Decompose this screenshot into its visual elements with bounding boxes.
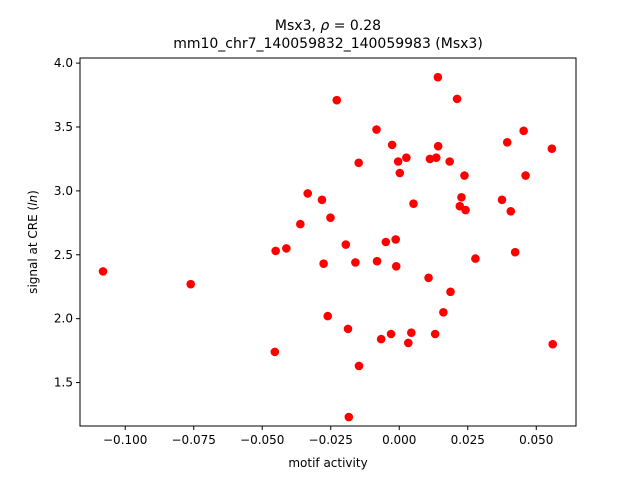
x-tick-label: −0.050 bbox=[240, 433, 284, 447]
data-point bbox=[460, 171, 469, 180]
data-point bbox=[387, 140, 397, 150]
data-point bbox=[547, 144, 557, 154]
data-point bbox=[510, 247, 520, 257]
data-point bbox=[354, 361, 364, 371]
data-point bbox=[271, 246, 280, 256]
data-point bbox=[403, 338, 413, 348]
data-point bbox=[497, 195, 507, 205]
y-axis-label: signal at CRE (ln) bbox=[26, 190, 40, 294]
x-tick-label: 0.050 bbox=[519, 433, 553, 447]
data-point bbox=[296, 219, 305, 229]
data-point bbox=[457, 192, 466, 202]
data-point bbox=[430, 329, 440, 339]
data-point bbox=[502, 138, 512, 147]
data-point bbox=[445, 157, 454, 166]
data-point bbox=[326, 213, 335, 223]
data-point bbox=[433, 141, 443, 151]
data-point bbox=[354, 158, 363, 168]
data-point bbox=[409, 199, 418, 208]
data-point bbox=[393, 157, 403, 166]
data-point bbox=[391, 261, 401, 271]
rho-symbol: ρ bbox=[320, 18, 329, 34]
data-point bbox=[317, 195, 327, 205]
data-point bbox=[471, 254, 480, 263]
x-axis-label: motif activity bbox=[288, 456, 367, 470]
data-point bbox=[372, 125, 381, 134]
data-point bbox=[433, 72, 443, 82]
y-tick-label: 2.0 bbox=[54, 312, 73, 326]
data-point bbox=[461, 205, 470, 215]
data-point bbox=[431, 153, 441, 162]
x-tick-label: 0.000 bbox=[382, 433, 416, 447]
data-point bbox=[303, 189, 313, 198]
data-point bbox=[386, 329, 396, 339]
x-tick-label: −0.100 bbox=[103, 433, 147, 447]
data-point bbox=[323, 311, 333, 321]
data-point bbox=[344, 412, 354, 422]
data-point bbox=[282, 244, 291, 253]
data-point bbox=[446, 287, 455, 297]
data-point bbox=[186, 279, 196, 289]
data-point bbox=[351, 258, 360, 267]
y-tick-label: 2.5 bbox=[54, 248, 73, 262]
chart-subtitle: mm10_chr7_140059832_140059983 (Msx3) bbox=[173, 36, 483, 52]
plot-frame bbox=[79, 57, 577, 427]
data-point bbox=[439, 307, 448, 317]
data-point bbox=[332, 95, 342, 105]
y-tick-label: 4.0 bbox=[54, 56, 73, 70]
data-point bbox=[424, 273, 433, 283]
y-tick-label: 1.5 bbox=[54, 376, 73, 390]
x-tick-label: 0.025 bbox=[451, 433, 485, 447]
x-tick-label: −0.025 bbox=[309, 433, 353, 447]
x-tick-label: −0.075 bbox=[172, 433, 216, 447]
data-point bbox=[391, 235, 400, 244]
data-point bbox=[372, 256, 382, 266]
y-tick-label: 3.0 bbox=[54, 184, 73, 198]
data-point bbox=[452, 94, 462, 104]
data-point bbox=[407, 328, 416, 338]
data-point bbox=[319, 259, 328, 269]
data-point bbox=[270, 347, 280, 357]
data-point bbox=[381, 237, 391, 247]
data-point bbox=[341, 240, 351, 249]
chart-title: Msx3, ρ = 0.28 bbox=[275, 18, 381, 34]
data-point bbox=[395, 168, 405, 178]
data-point bbox=[343, 324, 353, 334]
data-point bbox=[548, 339, 558, 349]
data-point bbox=[98, 267, 108, 276]
y-tick-label: 3.5 bbox=[54, 120, 73, 134]
data-point bbox=[506, 207, 516, 216]
data-point bbox=[521, 171, 530, 180]
data-point bbox=[402, 153, 411, 162]
data-point bbox=[376, 334, 386, 344]
plot-area: −0.100 −0.075 −0.050 −0.025 0.000 0.025 0.050 1… bbox=[54, 56, 577, 447]
data-point bbox=[519, 126, 528, 136]
